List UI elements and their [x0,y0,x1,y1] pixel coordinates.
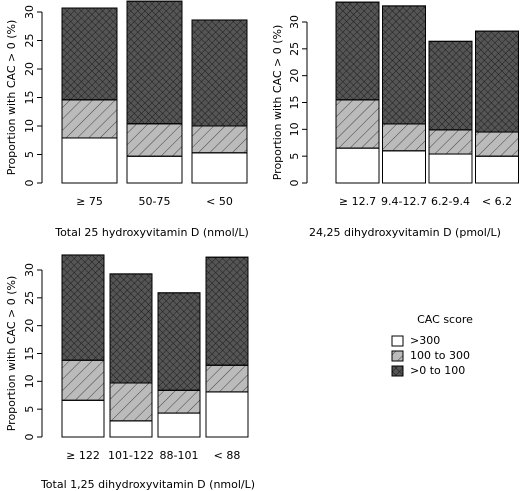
bar-pattern [157,292,201,391]
x-tick-label: ≥ 12.7 [339,195,376,208]
legend-label: 100 to 300 [410,349,470,362]
legend-swatch-pattern [391,365,404,377]
y-tick-label: 0 [23,180,36,187]
y-axis-label: Proportion with CAC > 0 (%) [5,20,18,176]
x-axis-label: Total 25 hydroxyvitamin D (nmol/L) [54,226,249,239]
bar-pattern [428,40,473,131]
x-tick-label: 9.4-12.7 [381,195,427,208]
y-tick-label: 5 [288,153,301,160]
legend-swatch-pattern [391,350,404,362]
bar-segment [382,150,426,184]
bar-pattern [157,389,201,414]
bar-segment [61,137,118,184]
bar-pattern [382,5,426,125]
y-tick-label: 30 [288,15,301,29]
y-tick-label: 15 [23,347,36,361]
y-tick-label: 0 [288,180,301,187]
x-tick-label: 101-122 [108,449,154,462]
bar-pattern [191,125,248,154]
bar-segment [126,155,183,184]
legend-title: CAC score [417,313,473,326]
bar-pattern [126,123,183,157]
x-tick-label: < 6.2 [482,195,512,208]
x-tick-label: ≥ 75 [76,195,103,208]
bar-pattern [205,364,249,393]
x-tick-label: 88-101 [160,449,199,462]
y-tick-label: 20 [23,62,36,76]
x-axis-label: Total 1,25 dihydroxyvitamin D (nmol/L) [40,478,255,491]
bar-pattern [428,129,473,155]
x-tick-label: < 88 [214,449,241,462]
y-tick-label: 20 [23,319,36,333]
x-tick-label: ≥ 122 [66,449,100,462]
y-tick-label: 25 [288,42,301,56]
legend-label: >300 [410,334,440,347]
bar-pattern [61,7,118,101]
legend-label: >0 to 100 [410,364,465,377]
y-tick-label: 10 [288,122,301,136]
bar-pattern [335,99,380,149]
y-tick-label: 20 [288,69,301,83]
y-tick-label: 25 [23,291,36,305]
x-axis-label: 24,25 dihydroxyvitamin D (pmol/L) [309,226,501,239]
bar-segment [475,155,519,184]
y-tick-label: 15 [288,96,301,110]
y-tick-label: 10 [23,119,36,133]
y-tick-label: 0 [23,434,36,441]
y-tick-label: 5 [23,406,36,413]
x-tick-label: 50-75 [139,195,171,208]
x-tick-label: < 50 [206,195,233,208]
bar-pattern [61,254,105,361]
bar-pattern [109,382,153,422]
x-tick-label: 6.2-9.4 [431,195,470,208]
y-tick-label: 15 [23,91,36,105]
bar-pattern [61,99,118,139]
bar-segment [191,152,248,184]
y-axis-label: Proportion with CAC > 0 (%) [271,25,284,181]
bar-pattern [335,1,380,101]
legend-swatch [391,335,404,347]
y-tick-label: 25 [23,34,36,48]
bar-pattern [205,256,249,366]
bar-segment [109,420,153,438]
y-tick-label: 30 [23,263,36,277]
bar-segment [428,153,473,184]
bar-pattern [109,273,153,384]
bar-pattern [475,131,519,157]
bar-pattern [475,30,519,133]
y-tick-label: 10 [23,374,36,388]
bar-pattern [126,0,183,125]
bar-segment [335,147,380,184]
bar-pattern [382,123,426,152]
bar-segment [205,391,249,438]
bar-segment [157,412,201,438]
bar-segment [61,399,105,438]
y-tick-label: 30 [23,5,36,19]
y-tick-label: 5 [23,151,36,158]
bar-pattern [61,359,105,401]
bar-pattern [191,19,248,127]
y-axis-label: Proportion with CAC > 0 (%) [5,276,18,432]
